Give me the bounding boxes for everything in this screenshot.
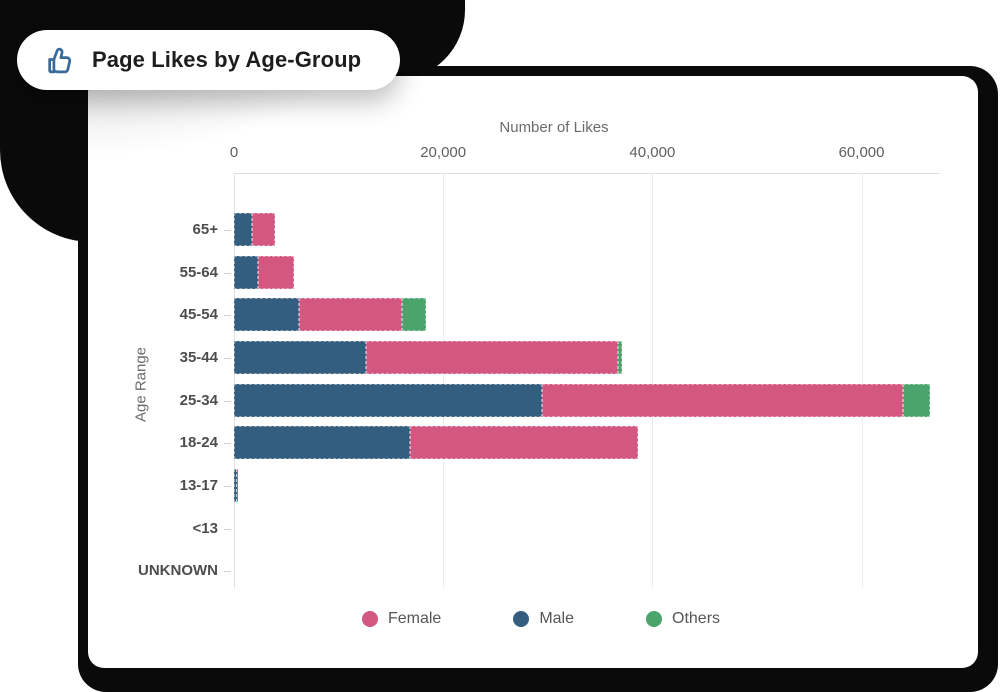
legend-label: Others [672, 610, 721, 627]
gridline-40000 [652, 173, 654, 588]
bar-segment-female-45-54[interactable] [298, 298, 403, 331]
category-tick [224, 528, 231, 530]
bar-segment-female-18-24[interactable] [409, 426, 638, 459]
x-tick-label: 60,000 [838, 144, 885, 161]
legend-dot-female [361, 611, 378, 627]
legend-label: Male [539, 610, 575, 627]
plot-area [234, 173, 940, 588]
bar-segment-male-35-44[interactable] [234, 341, 366, 374]
gridline-0 [234, 173, 235, 588]
category-tick [224, 570, 231, 572]
category-label-18-24: 18-24 [179, 434, 218, 451]
bar-segment-male-55-64[interactable] [234, 256, 259, 289]
legend-dot-male [513, 611, 530, 627]
chart-legend: Female Male Others [188, 604, 894, 634]
gridline-60000 [861, 173, 863, 588]
bar-segment-male-45-54[interactable] [234, 298, 299, 331]
bar-row-25-34 [234, 384, 930, 417]
category-tick [224, 272, 231, 274]
legend-item-others[interactable]: Others [646, 610, 720, 628]
legend-item-male[interactable]: Male [513, 610, 574, 628]
legend-item-female[interactable]: Female [361, 610, 442, 628]
legend-label: Female [387, 610, 442, 627]
bar-row-18-24 [234, 426, 638, 459]
category-tick [224, 229, 231, 231]
category-tick [224, 400, 231, 402]
bar-segment-male-65+[interactable] [234, 213, 252, 246]
category-tick [224, 314, 231, 316]
category-label-35-44: 35-44 [179, 349, 218, 366]
x-tick-label: 20,000 [420, 144, 467, 161]
chart-title-badge: Page Likes by Age-Group [17, 30, 400, 90]
bar-row-35-44 [234, 341, 623, 374]
category-label-25-34: 25-34 [179, 392, 218, 409]
legend-dot-others [646, 611, 663, 627]
bar-segment-male-25-34[interactable] [234, 384, 542, 417]
gridline-20000 [443, 173, 445, 588]
x-axis-title: Number of Likes [499, 119, 609, 136]
category-label-65+: 65+ [192, 221, 218, 238]
category-tick [224, 357, 231, 359]
bar-segment-male-13-17[interactable] [234, 469, 238, 502]
category-label-13-17: 13-17 [179, 477, 218, 494]
bar-row-45-54 [234, 298, 427, 331]
bar-segment-female-13-17[interactable] [237, 469, 239, 502]
bar-segment-others-35-44[interactable] [617, 341, 623, 374]
page-likes-chart: Number of Likes Age Range 0 20,000 40,000 6… [88, 76, 978, 668]
chart-title: Page Likes by Age-Group [92, 47, 362, 72]
category-label-<13: <13 [192, 520, 218, 537]
bar-segment-others-45-54[interactable] [402, 298, 427, 331]
bar-segment-female-25-34[interactable] [541, 384, 904, 417]
x-tick-label: 0 [229, 144, 239, 161]
bar-segment-female-55-64[interactable] [258, 256, 294, 289]
bar-row-13-17 [234, 469, 239, 502]
bar-segment-female-65+[interactable] [251, 213, 275, 246]
x-axis-line [234, 173, 940, 174]
thumbs-up-icon [48, 47, 72, 73]
x-tick-label: 40,000 [629, 144, 676, 161]
category-label-45-54: 45-54 [179, 306, 218, 323]
category-tick [224, 442, 231, 444]
category-label-55-64: 55-64 [179, 264, 218, 281]
category-label-UNKNOWN: UNKNOWN [138, 562, 218, 579]
bar-segment-others-25-34[interactable] [903, 384, 930, 417]
bar-row-65+ [234, 213, 275, 246]
chart-card: Number of Likes Age Range 0 20,000 40,000 6… [88, 76, 978, 668]
bar-row-55-64 [234, 256, 294, 289]
bar-segment-female-35-44[interactable] [365, 341, 618, 374]
bar-segment-male-18-24[interactable] [234, 426, 410, 459]
category-tick [224, 485, 231, 487]
